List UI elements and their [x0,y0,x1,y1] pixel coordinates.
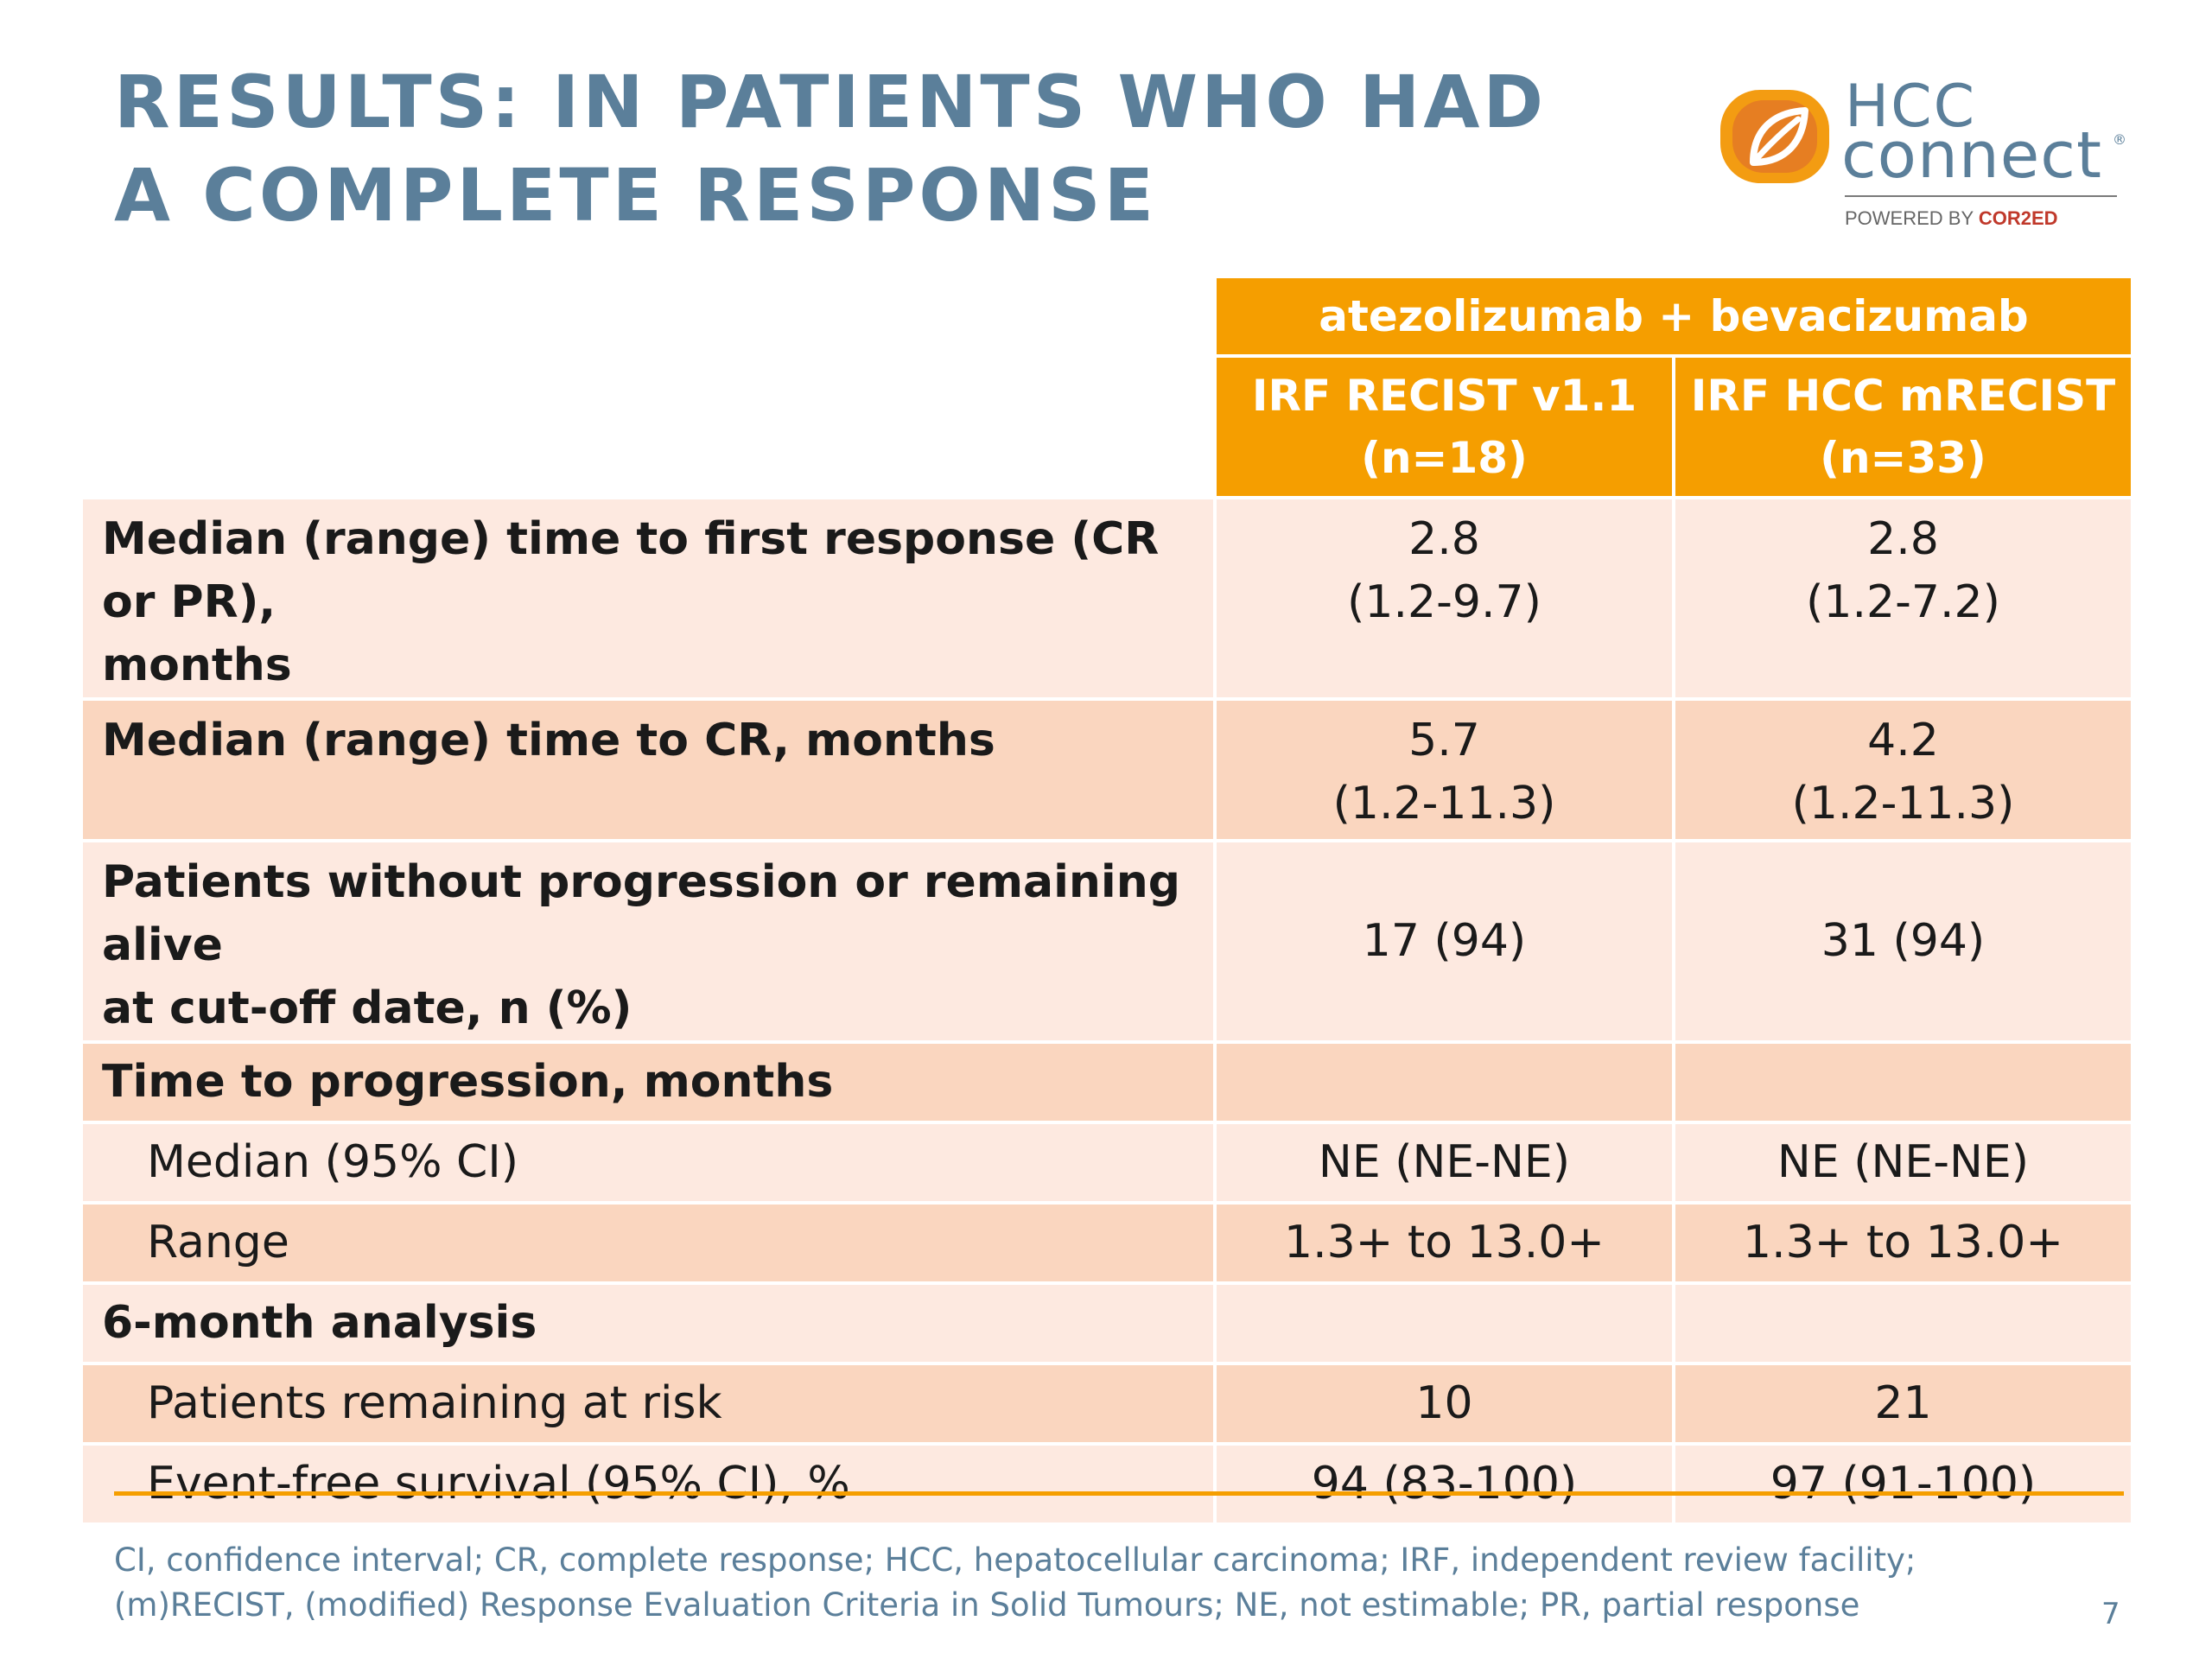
footnote-line-1: CI, confidence interval; CR, complete re… [114,1541,1916,1579]
abbreviations-footnote: CI, confidence interval; CR, complete re… [114,1538,2015,1628]
table-row: Patients without progression or remainin… [83,842,2131,1040]
logo-registered-mark: ® [2113,131,2126,148]
cell-mrecist: 4.2 (1.2-11.3) [1675,701,2131,839]
cell-recist: 5.7 (1.2-11.3) [1217,701,1672,839]
cell-value: 2.8 [1408,513,1480,565]
treatment-group-header: atezolizumab + bevacizumab [1217,278,2131,354]
table-row: Range 1.3+ to 13.0+ 1.3+ to 13.0+ [83,1205,2131,1281]
slide-title-line-1: RESULTS: IN PATIENTS WHO HAD [114,60,1548,144]
cell-value: 94 (83-100) [1311,1458,1578,1510]
row-label: Range [83,1205,1213,1281]
table-corner-blank [83,278,1213,496]
logo-connect-text: connect [1841,118,2102,193]
cell-recist: 94 (83-100) [1217,1446,1672,1522]
row-label: Median (95% CI) [83,1124,1213,1201]
table-row: Patients remaining at risk 10 21 [83,1365,2131,1442]
cell-recist: NE (NE-NE) [1217,1124,1672,1201]
row-label-line: Patients remaining at risk [147,1377,722,1429]
row-label-line: at cut-off date, n (%) [102,982,632,1034]
cell-mrecist [1675,1285,2131,1362]
row-label: 6-month analysis [83,1285,1213,1362]
cell-mrecist: 1.3+ to 13.0+ [1675,1205,2131,1281]
cell-value: (1.2-7.2) [1806,576,2000,628]
slide-title-line-2: A COMPLETE RESPONSE [114,153,1158,238]
table-row: 6-month analysis [83,1285,2131,1362]
cell-value: 1.3+ to 13.0+ [1743,1217,2063,1268]
cell-mrecist: NE (NE-NE) [1675,1124,2131,1201]
cell-mrecist: 21 [1675,1365,2131,1442]
cell-recist [1217,1044,1672,1121]
column-header-recist: IRF RECIST v1.1 (n=18) [1217,358,1672,496]
cell-value: 10 [1415,1377,1473,1429]
logo-divider [1845,195,2117,197]
cell-mrecist: 97 (91-100) [1675,1446,2131,1522]
results-table: atezolizumab + bevacizumab IRF RECIST v1… [79,275,2134,1526]
row-label: Median (range) time to first response (C… [83,499,1213,697]
row-label-line: Event-free survival (95% CI), % [147,1458,850,1510]
table-row: Median (range) time to first response (C… [83,499,2131,697]
column-header-recist-line-1: IRF RECIST v1.1 [1251,371,1637,421]
column-header-mrecist-line-1: IRF HCC mRECIST [1690,371,2116,421]
row-label: Time to progression, months [83,1044,1213,1121]
footer-divider [114,1491,2124,1496]
column-header-mrecist: IRF HCC mRECIST (n=33) [1675,358,2131,496]
page-number: 7 [2101,1597,2120,1631]
cell-value: (1.2-9.7) [1347,576,1541,628]
cell-recist: 1.3+ to 13.0+ [1217,1205,1672,1281]
cell-value: NE (NE-NE) [1318,1136,1571,1188]
table-row: Event-free survival (95% CI), % 94 (83-1… [83,1446,2131,1522]
cell-value: (1.2-11.3) [1791,778,2015,830]
row-label: Patients remaining at risk [83,1365,1213,1442]
table-row: Time to progression, months [83,1044,2131,1121]
column-header-recist-line-2: (n=18) [1361,433,1528,483]
cell-value: 21 [1874,1377,1932,1429]
cell-mrecist: 31 (94) [1675,842,2131,1040]
cell-value: NE (NE-NE) [1777,1136,2030,1188]
table-column-header-row: IRF RECIST v1.1 (n=18) IRF HCC mRECIST (… [83,358,2131,496]
logo-hcc-text: HCC [1845,73,1977,141]
row-label: Median (range) time to CR, months [83,701,1213,839]
row-label-line: months [102,639,292,691]
cell-recist: 2.8 (1.2-9.7) [1217,499,1672,697]
cell-value: 5.7 [1408,715,1480,766]
row-label-line: Time to progression, months [102,1056,834,1108]
row-label: Patients without progression or remainin… [83,842,1213,1040]
row-label-line: Patients without progression or remainin… [102,856,1180,971]
cell-value: (1.2-11.3) [1332,778,1556,830]
table-group-header-row: atezolizumab + bevacizumab [83,278,2131,496]
cell-recist: 10 [1217,1365,1672,1442]
cell-value: 17 (94) [1362,915,1527,967]
column-header-mrecist-line-2: (n=33) [1820,433,1986,483]
cell-mrecist: 2.8 (1.2-7.2) [1675,499,2131,697]
row-label-line: 6-month analysis [102,1297,537,1349]
footnote-line-2: (m)RECIST, (modified) Response Evaluatio… [114,1586,1860,1624]
table-row: Median (95% CI) NE (NE-NE) NE (NE-NE) [83,1124,2131,1201]
logo-powered-by: POWERED BY COR2ED [1845,207,2058,230]
row-label-line: Range [147,1217,289,1268]
row-label: Event-free survival (95% CI), % [83,1446,1213,1522]
stylized-leaf-icon [1720,90,1829,183]
row-label-line: Median (range) time to CR, months [102,715,995,766]
cell-recist: 17 (94) [1217,842,1672,1040]
cell-value: 1.3+ to 13.0+ [1284,1217,1605,1268]
cell-mrecist [1675,1044,2131,1121]
cell-value: 2.8 [1867,513,1939,565]
table-row: Median (range) time to CR, months 5.7 (1… [83,701,2131,839]
logo-powered-text: POWERED BY [1845,207,1974,229]
hcc-connect-logo: HCC connect ® POWERED BY COR2ED [1715,73,2147,244]
row-label-line: Median (95% CI) [147,1136,518,1188]
cell-value: 31 (94) [1821,915,1986,967]
cell-recist [1217,1285,1672,1362]
cell-value: 97 (91-100) [1770,1458,2037,1510]
logo-brand-text: COR2ED [1978,207,2058,229]
slide-title: RESULTS: IN PATIENTS WHO HAD A COMPLETE … [114,55,1548,242]
row-label-line: Median (range) time to first response (C… [102,513,1160,628]
cell-value: 4.2 [1867,715,1939,766]
